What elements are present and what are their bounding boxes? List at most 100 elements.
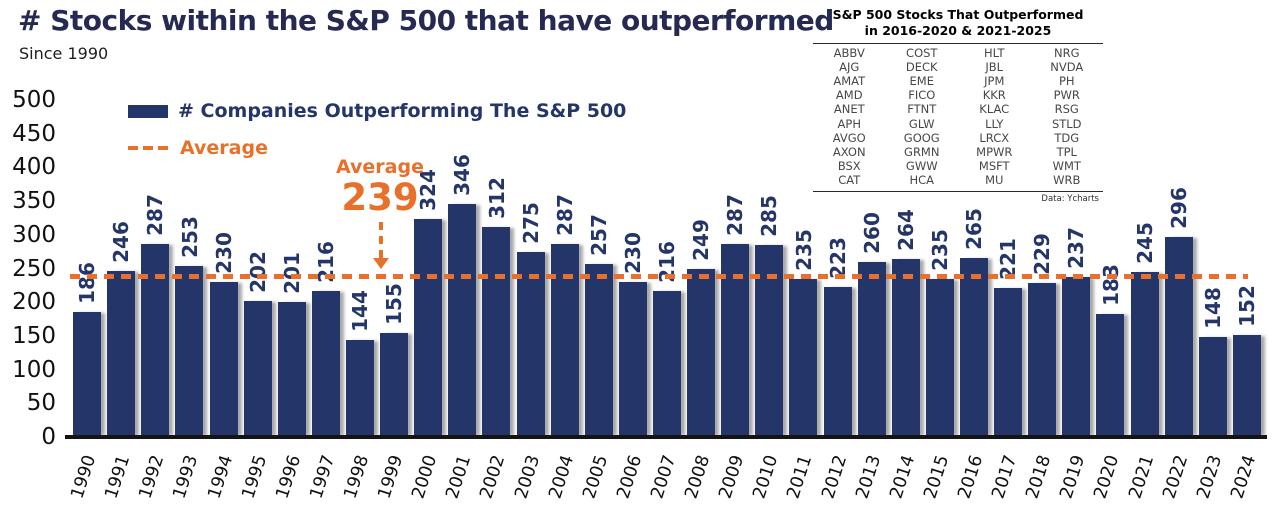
- bar: [1028, 282, 1057, 437]
- ticker-cell: JPM: [984, 73, 1005, 88]
- bar-value-label: 235: [926, 227, 954, 273]
- ticker-cell: ABBV: [833, 45, 865, 60]
- bar-value-text: 257: [586, 213, 611, 256]
- bar: [482, 226, 511, 437]
- x-axis-year-label: 2001: [442, 452, 476, 502]
- x-axis-year-label: 1996: [272, 452, 305, 502]
- bar: [857, 261, 886, 437]
- bar-value-text: 287: [552, 193, 577, 236]
- bar-series-swatch: [128, 104, 168, 118]
- bar-value-label: 265: [960, 206, 988, 252]
- bar-value-label: 155: [380, 281, 408, 327]
- bar: [960, 258, 989, 437]
- x-axis-year-label: 2010: [749, 452, 783, 502]
- legend-series-label: # Companies Outperforming The S&P 500: [178, 100, 627, 122]
- bar: [584, 263, 613, 437]
- bar-value-text: 287: [723, 193, 748, 236]
- bar-value-text: 235: [791, 228, 816, 271]
- ticker-cell: DECK: [905, 59, 938, 74]
- x-axis-year-label: 1991: [101, 452, 135, 502]
- table-title-line1: S&P 500 Stocks That Outperformed: [832, 7, 1084, 22]
- bar-value-text: 296: [1166, 187, 1191, 230]
- bar: [516, 251, 545, 437]
- x-axis-year-label: 2023: [1193, 452, 1227, 502]
- y-axis-tick-label: 300: [12, 221, 56, 248]
- page-title: # Stocks within the S&P 500 that have ou…: [18, 4, 834, 37]
- ticker-cell: NRG: [1053, 45, 1080, 60]
- bar-value-label: 183: [1096, 262, 1124, 308]
- bar: [243, 300, 272, 437]
- bar-value-text: 260: [859, 211, 884, 254]
- bar-value-label: 202: [244, 249, 272, 295]
- bar: [789, 278, 818, 437]
- ticker-cell: AMAT: [833, 73, 866, 88]
- x-axis-year-label: 2013: [852, 452, 885, 502]
- ticker-cell: BSX: [837, 159, 861, 174]
- x-axis-year-label: 2003: [510, 452, 544, 502]
- x-axis-year-label: 1994: [203, 452, 237, 502]
- bar-value-text: 246: [109, 221, 134, 264]
- ticker-grid: ABBV COST HLT NRG AJG DECK JBL NVDA AMAT EME JPM PH…: [813, 42, 1103, 192]
- bar-value-text: 201: [279, 251, 304, 294]
- ticker-cell: FICO: [908, 88, 936, 103]
- ticker-cell: AJG: [839, 59, 860, 74]
- bar-value-text: 264: [893, 209, 918, 251]
- ticker-cell: GWW: [905, 159, 938, 174]
- legend-average-row: Average: [128, 137, 626, 159]
- ticker-cell: GLW: [908, 116, 935, 131]
- bar-value-label: 253: [175, 214, 203, 260]
- bar-value-label: 245: [1131, 220, 1159, 266]
- chart-legend: # Companies Outperforming The S&P 500 Av…: [128, 100, 626, 174]
- bar-value-text: 245: [1132, 221, 1157, 264]
- bar-value-label: 257: [585, 212, 613, 258]
- y-axis-tick-label: 500: [12, 87, 56, 113]
- x-axis-line: [65, 435, 1267, 439]
- bar-value-text: 265: [962, 208, 987, 251]
- y-axis-tick-label: 250: [12, 255, 56, 282]
- x-axis-year-label: 2008: [681, 452, 715, 502]
- bar-value-text: 237: [1064, 227, 1089, 270]
- ticker-cell: KKR: [982, 88, 1006, 103]
- bar-value-label: 246: [107, 219, 135, 265]
- ticker-cell: TDG: [1054, 130, 1080, 145]
- x-axis-year-label: 1992: [135, 452, 169, 502]
- x-axis-year-label: 2006: [613, 452, 647, 502]
- x-axis-year-label: 1998: [340, 452, 374, 502]
- bar: [1130, 271, 1159, 437]
- bar: [823, 286, 852, 437]
- average-annotation-value: 239: [341, 176, 419, 219]
- x-axis-year-label: 2017: [988, 452, 1022, 502]
- ticker-cell: COST: [906, 45, 938, 60]
- bar-value-label: 144: [346, 288, 374, 334]
- bar: [345, 339, 374, 437]
- bar: [653, 291, 681, 437]
- x-axis-year-label: 1999: [374, 452, 408, 502]
- x-axis-year-label: 2015: [920, 452, 954, 502]
- ticker-cell: KLAC: [979, 102, 1010, 117]
- x-axis-year-label: 2024: [1227, 452, 1261, 502]
- bar-value-text: 152: [1234, 284, 1259, 327]
- y-axis-tick-label: 0: [41, 424, 56, 450]
- x-axis-year-label: 1995: [238, 452, 271, 502]
- down-arrow-head-icon: [373, 258, 389, 269]
- bar: [925, 278, 954, 437]
- bar-value-label: 152: [1233, 283, 1261, 329]
- bar: [1232, 334, 1261, 437]
- ticker-cell: STLD: [1051, 116, 1082, 131]
- ticker-cell: ANET: [833, 102, 865, 117]
- ticker-cell: WRB: [1053, 173, 1081, 188]
- bar-value-text: 183: [1098, 263, 1123, 306]
- x-axis-year-label: 2009: [715, 452, 749, 502]
- bar-value-text: 155: [382, 282, 407, 325]
- bar-value-label: 312: [482, 175, 510, 221]
- ticker-cell: JBL: [985, 59, 1004, 74]
- bar-value-label: 230: [210, 230, 238, 276]
- bar: [1062, 277, 1091, 437]
- bar-value-label: 186: [73, 260, 101, 306]
- average-dash-icon: [128, 146, 170, 150]
- ticker-cell: WMT: [1052, 159, 1081, 174]
- bar-value-text: 202: [245, 250, 270, 293]
- ticker-cell: PWR: [1053, 88, 1080, 103]
